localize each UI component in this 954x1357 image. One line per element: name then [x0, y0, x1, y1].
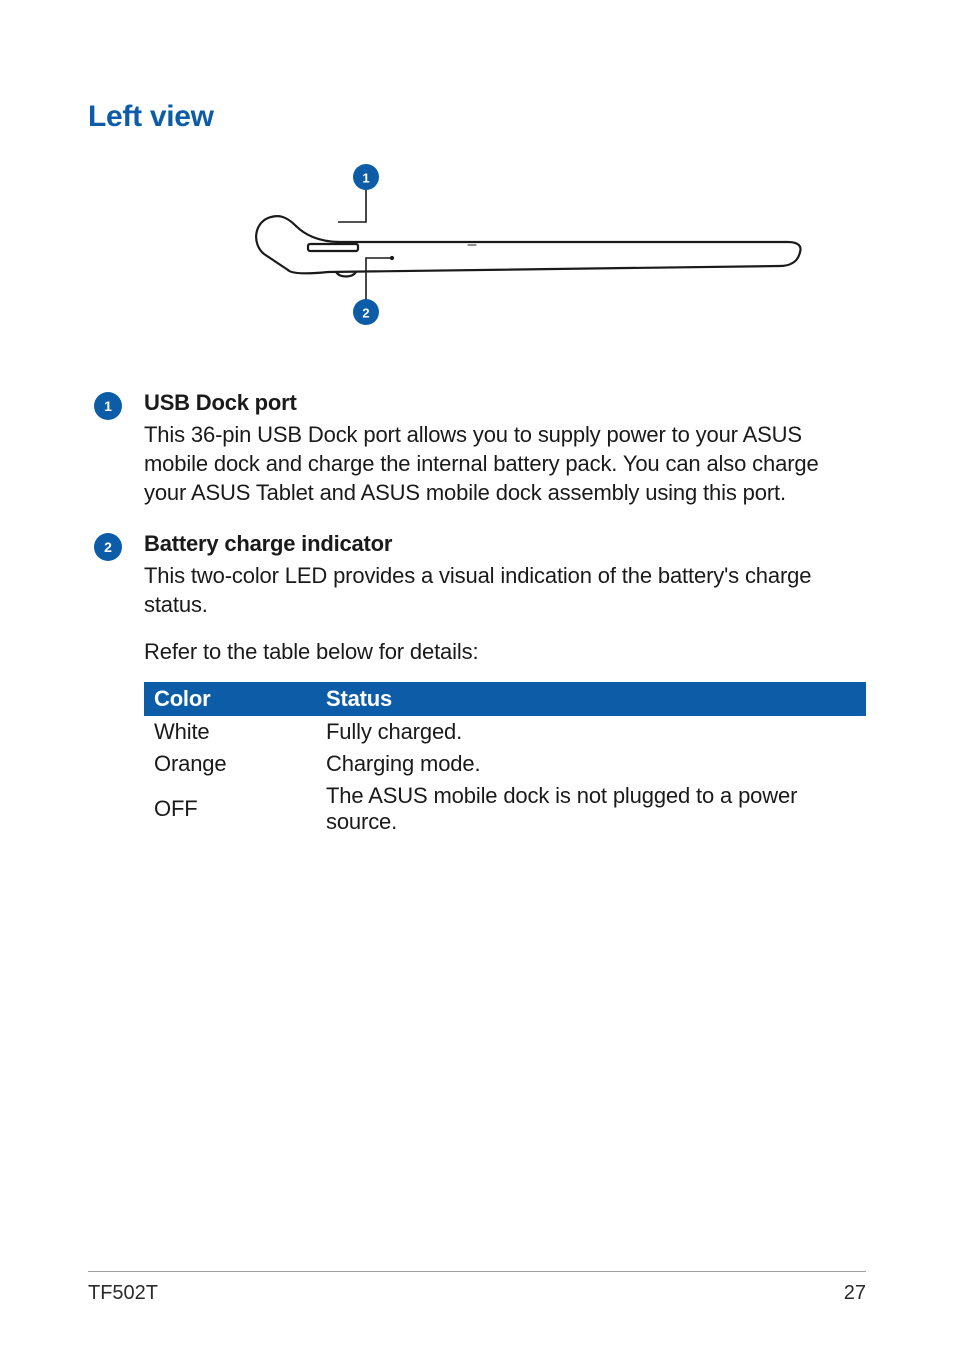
table-cell: OFF: [144, 780, 316, 838]
status-table: ColorStatusWhiteFully charged.OrangeChar…: [144, 682, 866, 838]
table-row: WhiteFully charged.: [144, 716, 866, 748]
table-header-cell: Status: [316, 682, 866, 716]
table-cell: Orange: [144, 748, 316, 780]
callout-heading: USB Dock port: [144, 390, 866, 416]
table-cell: White: [144, 716, 316, 748]
callout-body-text: This 36-pin USB Dock port allows you to …: [144, 420, 866, 507]
svg-text:1: 1: [362, 171, 369, 186]
left-view-illustration: 12: [168, 162, 808, 330]
callout-body-text: This two-color LED provides a visual ind…: [144, 561, 866, 619]
footer-model: TF502T: [88, 1282, 158, 1305]
callout-item-1: 1 USB Dock port This 36-pin USB Dock port …: [88, 390, 866, 507]
table-cell: Charging mode.: [316, 748, 866, 780]
table-header-cell: Color: [144, 682, 316, 716]
section-title: Left view: [88, 100, 866, 134]
page-footer: TF502T 27: [88, 1271, 866, 1305]
table-row: OrangeCharging mode.: [144, 748, 866, 780]
callout-item-2: 2 Battery charge indicator This two-color …: [88, 531, 866, 838]
callout-subtext: Refer to the table below for details:: [144, 637, 866, 666]
footer-page-number: 27: [844, 1282, 866, 1305]
table-row: OFFThe ASUS mobile dock is not plugged t…: [144, 780, 866, 838]
callout-marker-icon: 1: [94, 392, 122, 420]
table-cell: The ASUS mobile dock is not plugged to a…: [316, 780, 866, 838]
device-diagram: 12: [88, 162, 866, 330]
callout-marker-icon: 2: [94, 533, 122, 561]
callout-heading: Battery charge indicator: [144, 531, 866, 557]
svg-text:2: 2: [362, 306, 369, 321]
table-cell: Fully charged.: [316, 716, 866, 748]
